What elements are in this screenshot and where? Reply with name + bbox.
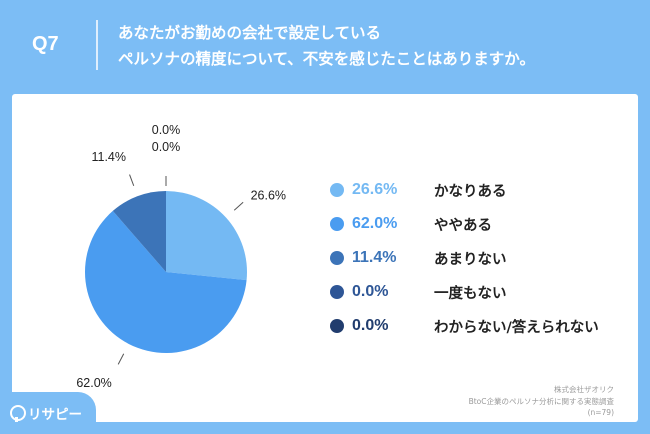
header-divider: [96, 20, 98, 70]
legend-label-1: かなりある: [434, 183, 507, 200]
legend-value-3: 11.4%: [352, 249, 397, 266]
logo: リサピー: [0, 392, 96, 434]
legend-item-4: 0.0% 一度もない: [330, 280, 630, 304]
slice-label-5: 0.0%: [152, 140, 181, 154]
chart-card: 26.6% 62.0% 11.4% 0.0% 0.0% 26.6% かなりある 62.0% や…: [12, 94, 638, 422]
source-survey: BtoC企業のペルソナ分析に関する実態調査: [468, 396, 614, 406]
pie-slice-2: [84, 210, 247, 354]
slice-label-1: 26.6%: [251, 189, 286, 203]
pie-slice-3: [112, 191, 166, 272]
source-company: 株式会社ザオリク: [554, 385, 614, 394]
legend-item-5: 0.0% わからない/答えられない: [330, 314, 630, 338]
legend-value-2: 62.0%: [352, 215, 398, 232]
header: Q7 あなたがお勤めの会社で設定している ペルソナの精度について、不安を感じたこ…: [0, 0, 650, 92]
legend-item-1: 26.6% かなりある: [330, 178, 630, 202]
leader-line-1: [233, 201, 244, 211]
legend-label-4: 一度もない: [434, 285, 507, 302]
legend-item-3: 11.4% あまりない: [330, 246, 630, 270]
question-text: あなたがお勤めの会社で設定している ペルソナの精度について、不安を感じたことはあ…: [118, 20, 638, 72]
legend-dot-3: [330, 251, 344, 265]
pie-slice-1: [166, 191, 247, 281]
question-line-2: ペルソナの精度について、不安を感じたことはありますか。: [118, 50, 535, 68]
source-note: 株式会社ザオリク BtoC企業のペルソナ分析に関する実態調査 (n=79): [469, 384, 614, 419]
pin-icon: [10, 405, 26, 422]
legend-item-2: 62.0% ややある: [330, 212, 630, 236]
logo-text: リサピー: [28, 407, 82, 423]
legend-label-3: あまりない: [434, 251, 507, 268]
legend-label-5: わからない/答えられない: [434, 319, 599, 336]
legend-value-1: 26.6%: [352, 181, 398, 198]
pie-chart: 26.6% 62.0% 11.4% 0.0% 0.0%: [76, 123, 286, 390]
legend-dot-4: [330, 285, 344, 299]
slice-label-4: 0.0%: [152, 123, 181, 137]
source-sample-size: (n=79): [587, 408, 614, 417]
legend-dot-5: [330, 319, 344, 333]
legend-label-2: ややある: [434, 217, 492, 234]
leader-line-2: [117, 353, 125, 365]
legend-value-4: 0.0%: [352, 283, 389, 300]
question-line-1: あなたがお勤めの会社で設定している: [118, 24, 382, 42]
legend-value-5: 0.0%: [352, 317, 389, 334]
slice-label-2: 62.0%: [76, 376, 111, 390]
slice-label-3: 11.4%: [91, 150, 126, 164]
legend-dot-2: [330, 217, 344, 231]
question-number: Q7: [32, 33, 59, 55]
leader-line-3: [129, 174, 135, 187]
legend-dot-1: [330, 183, 344, 197]
